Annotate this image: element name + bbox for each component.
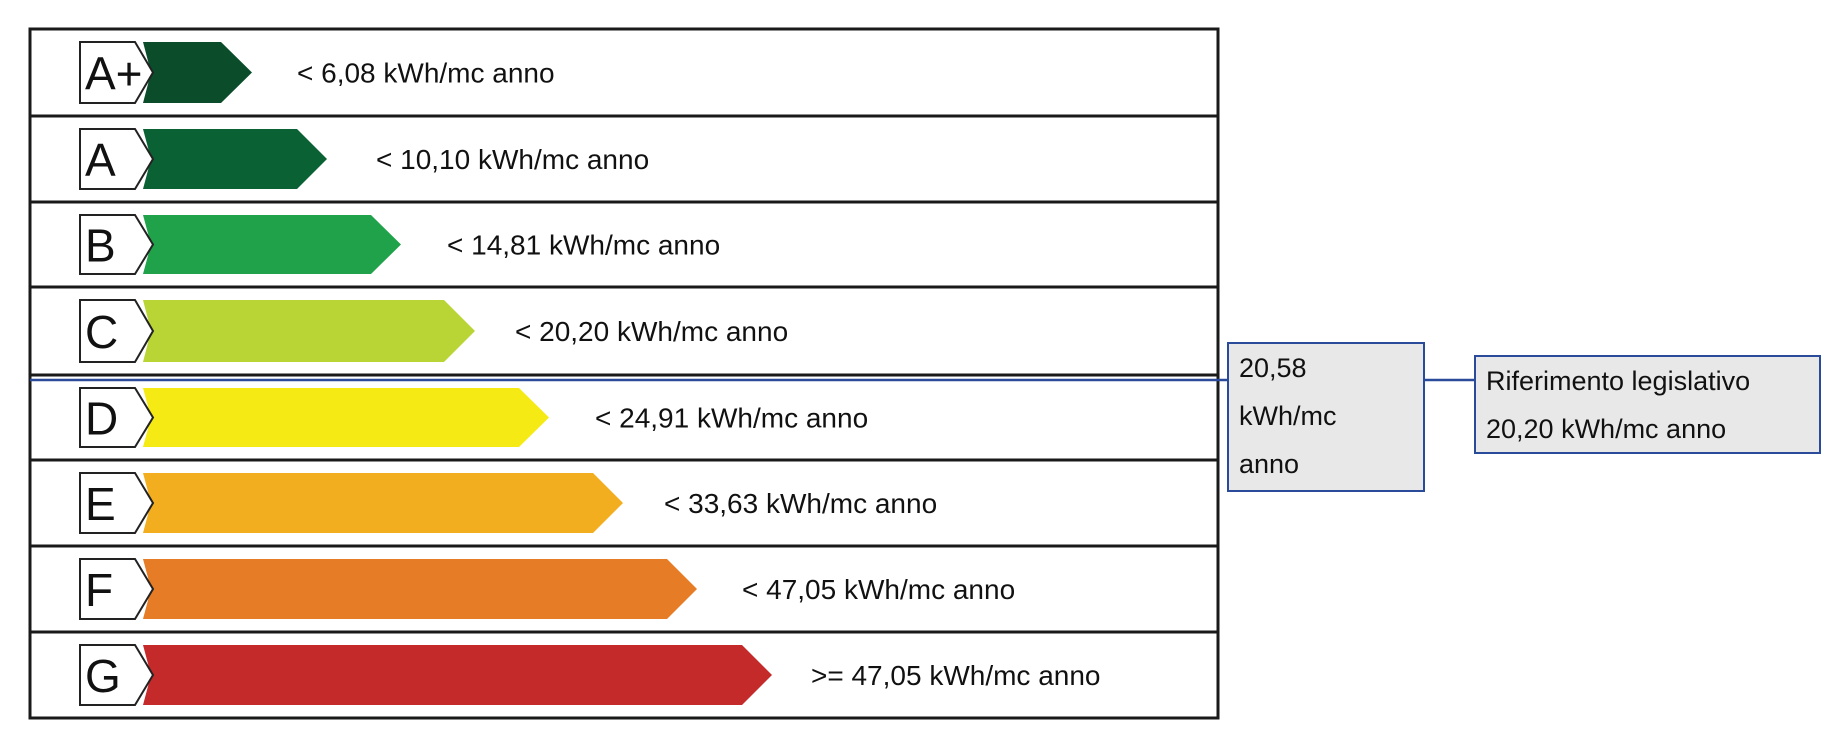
- energy-class-row: G >= 47,05 kWh/mc anno: [30, 630, 1218, 706]
- class-letter: G: [85, 650, 121, 702]
- legal-reference-box: Riferimento legislativo 20,20 kWh/mc ann…: [1474, 355, 1821, 454]
- class-badge: [79, 644, 155, 706]
- class-threshold-label: < 24,91 kWh/mc anno: [595, 403, 868, 434]
- class-badge: [79, 41, 155, 104]
- class-badge: [79, 214, 155, 275]
- class-bar: [143, 42, 252, 103]
- class-threshold-label: < 33,63 kWh/mc anno: [664, 488, 937, 519]
- class-threshold-label: < 47,05 kWh/mc anno: [742, 574, 1015, 605]
- class-bar: [143, 645, 772, 705]
- class-badge: [79, 472, 155, 534]
- class-badge: [79, 387, 155, 448]
- energy-class-row: A < 10,10 kWh/mc anno: [30, 114, 1218, 190]
- class-letter: A+: [85, 48, 143, 100]
- current-value-unit: kWh/mc: [1239, 401, 1337, 431]
- class-bar: [143, 473, 623, 533]
- energy-class-row: F < 47,05 kWh/mc anno: [30, 544, 1218, 620]
- legal-reference-value: 20,20 kWh/mc anno: [1486, 414, 1727, 444]
- class-letter: B: [85, 220, 116, 272]
- class-letter: D: [85, 393, 118, 445]
- class-threshold-label: < 10,10 kWh/mc anno: [376, 144, 649, 175]
- class-threshold-label: < 20,20 kWh/mc anno: [515, 316, 788, 347]
- energy-class-row: A+ < 6,08 kWh/mc anno: [79, 41, 555, 104]
- class-letter: C: [85, 306, 118, 358]
- energy-class-rows: A+ < 6,08 kWh/mc anno A < 10,10 kWh/mc anno…: [30, 41, 1218, 706]
- legal-reference-title: Riferimento legislativo: [1486, 366, 1751, 396]
- class-threshold-label: < 6,08 kWh/mc anno: [297, 58, 555, 89]
- current-value-period: anno: [1239, 449, 1300, 479]
- class-badge: [79, 558, 155, 620]
- class-bar: [143, 300, 475, 362]
- class-letter: E: [85, 478, 116, 530]
- class-badge: [79, 299, 155, 363]
- current-value-box: 20,58 kWh/mc anno: [1227, 342, 1425, 492]
- class-bar: [143, 388, 549, 447]
- class-threshold-label: >= 47,05 kWh/mc anno: [811, 660, 1101, 691]
- energy-class-row: E < 33,63 kWh/mc anno: [30, 458, 1218, 534]
- class-bar: [143, 215, 401, 274]
- class-threshold-label: < 14,81 kWh/mc anno: [447, 230, 720, 261]
- class-letter: A: [85, 134, 116, 186]
- current-value-number: 20,58: [1239, 353, 1307, 383]
- energy-class-row: B < 14,81 kWh/mc anno: [30, 200, 1218, 275]
- energy-class-row: C < 20,20 kWh/mc anno: [30, 285, 1218, 363]
- energy-class-row: D < 24,91 kWh/mc anno: [30, 373, 1218, 448]
- class-badge: [79, 128, 155, 190]
- chart-frame: [28, 27, 1220, 720]
- class-bar: [143, 559, 697, 619]
- class-letter: F: [85, 564, 113, 616]
- class-bar: [143, 129, 327, 189]
